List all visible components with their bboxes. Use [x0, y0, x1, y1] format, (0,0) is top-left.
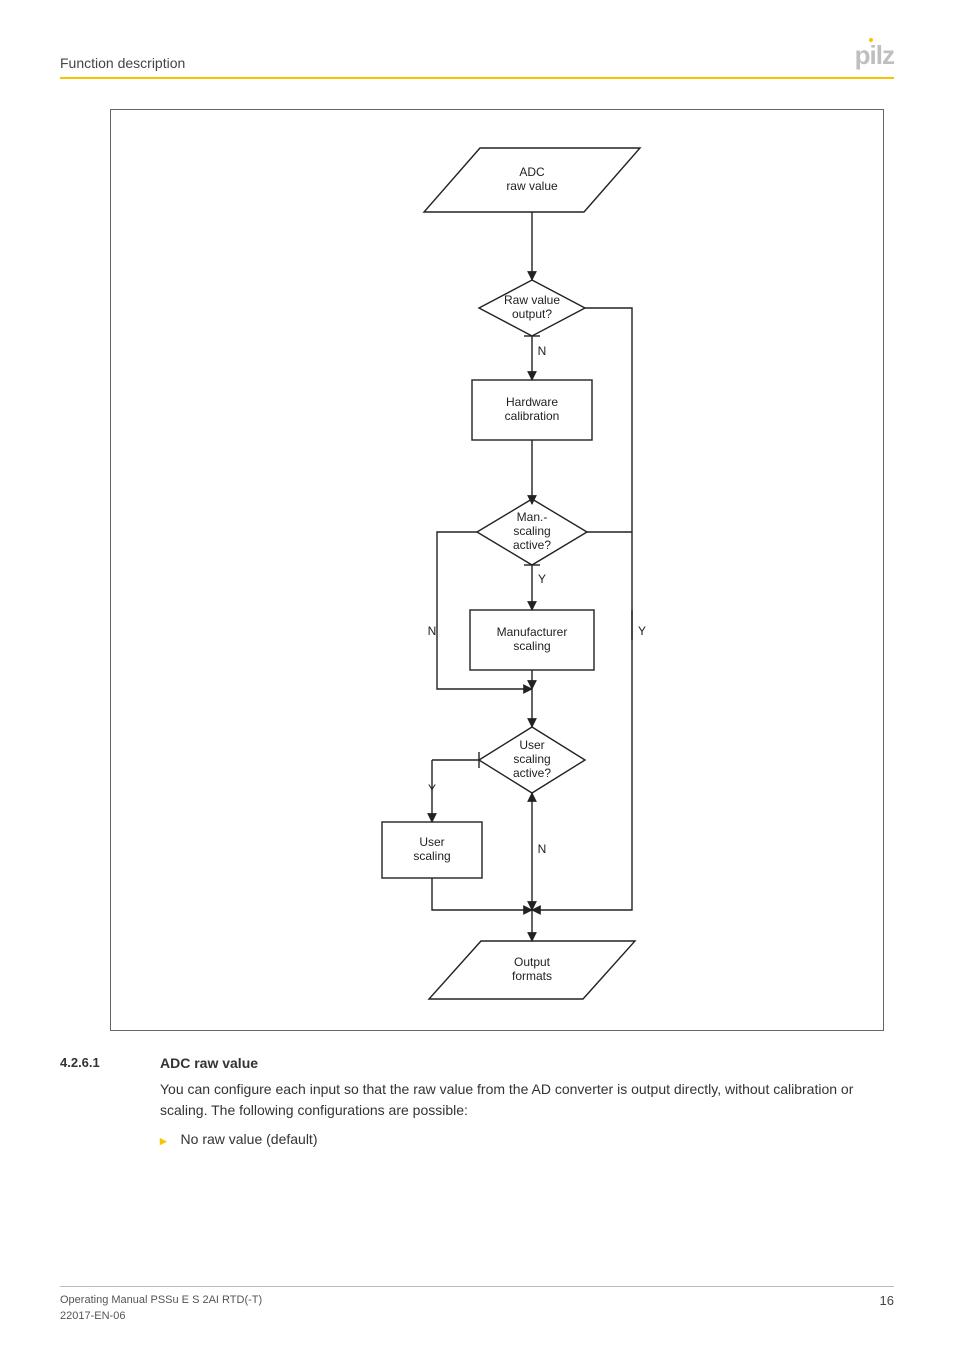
svg-text:N: N [428, 624, 437, 638]
svg-text:output?: output? [512, 307, 552, 321]
svg-text:ADC: ADC [519, 165, 545, 179]
svg-text:scaling: scaling [513, 639, 550, 653]
flowchart-diagram: ADCraw value Raw valueoutput? Hardwarecali… [110, 109, 884, 1031]
svg-text:N: N [538, 842, 547, 856]
logo-text: pilz [855, 40, 894, 70]
svg-text:Man.-: Man.- [517, 510, 548, 524]
svg-text:User: User [519, 738, 544, 752]
bullet-text: No raw value (default) [181, 1131, 318, 1147]
footer-doc-id: 22017-EN-06 [60, 1309, 262, 1324]
svg-text:Manufacturer: Manufacturer [497, 625, 568, 639]
header-section-title: Function description [60, 55, 185, 71]
svg-text:raw value: raw value [506, 179, 558, 193]
svg-text:Raw value: Raw value [504, 293, 560, 307]
svg-text:Y: Y [538, 572, 546, 586]
bullet-item: ▸ No raw value (default) [160, 1131, 894, 1151]
flowchart-svg: ADCraw value Raw valueoutput? Hardwarecali… [111, 110, 883, 1030]
svg-text:active?: active? [513, 766, 551, 780]
svg-text:scaling: scaling [513, 752, 550, 766]
bullet-arrow-icon: ▸ [160, 1131, 167, 1151]
section-title: ADC raw value [160, 1055, 894, 1071]
svg-text:N: N [538, 344, 547, 358]
logo-dot-icon [869, 38, 873, 42]
footer-doc-title: Operating Manual PSSu E S 2AI RTD(-T) [60, 1293, 262, 1308]
svg-text:User: User [419, 835, 444, 849]
page-header: Function description pilz [60, 40, 894, 79]
svg-text:Y: Y [428, 782, 436, 796]
svg-text:Y: Y [638, 624, 646, 638]
section-paragraph: You can configure each input so that the… [160, 1079, 894, 1121]
brand-logo: pilz [855, 40, 894, 71]
page-footer: Operating Manual PSSu E S 2AI RTD(-T) 22… [60, 1286, 894, 1324]
section-block: 4.2.6.1 ADC raw value You can configure … [60, 1055, 894, 1151]
section-number: 4.2.6.1 [60, 1055, 130, 1151]
svg-text:Hardware: Hardware [506, 395, 558, 409]
footer-page-number: 16 [880, 1293, 894, 1308]
footer-left: Operating Manual PSSu E S 2AI RTD(-T) 22… [60, 1293, 262, 1324]
svg-text:scaling: scaling [413, 849, 450, 863]
svg-text:active?: active? [513, 538, 551, 552]
svg-text:scaling: scaling [513, 524, 550, 538]
svg-text:Output: Output [514, 955, 551, 969]
svg-text:calibration: calibration [505, 409, 560, 423]
section-body: ADC raw value You can configure each inp… [160, 1055, 894, 1151]
svg-text:formats: formats [512, 969, 552, 983]
